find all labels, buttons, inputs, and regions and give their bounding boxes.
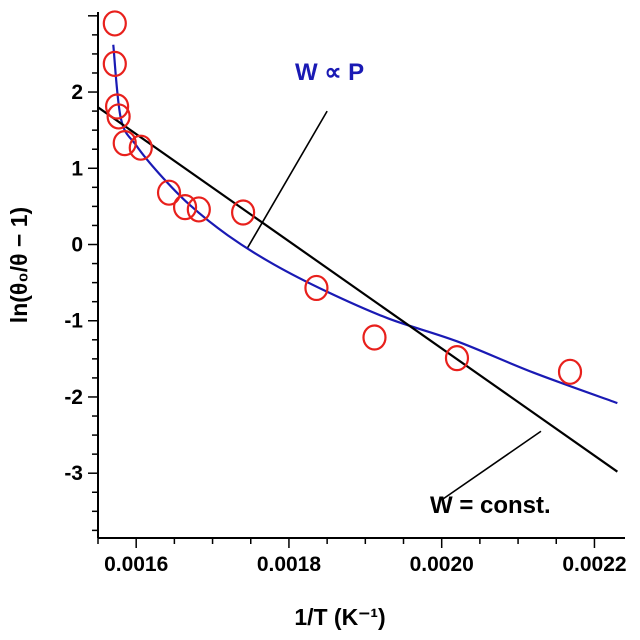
- annotation-layer: W ∝ P W = const.: [247, 59, 551, 519]
- data-point: [186, 196, 211, 223]
- y-tick-label: 1: [71, 157, 83, 180]
- data-point: [104, 93, 130, 120]
- fit-line-w-const: [97, 106, 618, 473]
- y-tick-label: 2: [71, 81, 83, 104]
- data-point: [172, 194, 198, 221]
- annotation-label-w-prop-p: W ∝ P: [295, 59, 364, 86]
- fit-curve-w-prop-p: [112, 44, 618, 405]
- data-point: [128, 134, 153, 161]
- y-axis-title: ln(θ₀/θ − 1): [6, 207, 32, 323]
- y-tick-label: -1: [64, 310, 83, 333]
- y-tick-label: 0: [71, 234, 83, 257]
- data-point: [112, 130, 137, 157]
- x-tick-label: 0.0022: [562, 553, 626, 576]
- annotation-label-w-const: W = const.: [430, 492, 551, 519]
- data-point: [106, 103, 131, 130]
- data-point: [444, 344, 470, 372]
- axes: -3 -2 -1 0 1 2 0.0016 0.0018 0.0020 0.0022: [64, 12, 627, 576]
- data-point: [231, 199, 256, 226]
- x-axis-title: 1/T (K⁻¹): [294, 604, 385, 630]
- data-point: [304, 274, 329, 302]
- x-tick-label: 0.0018: [257, 553, 322, 576]
- data-point: [156, 179, 182, 206]
- data-point: [102, 50, 127, 77]
- x-tick-label: 0.0020: [410, 553, 474, 576]
- y-tick-label: -3: [64, 462, 83, 485]
- data-point: [102, 10, 127, 37]
- annotation-pointer-w-prop-p: [247, 110, 328, 248]
- y-tick-label: -2: [64, 386, 83, 409]
- data-point: [557, 358, 583, 385]
- annotation-pointer-w-const: [441, 430, 542, 501]
- data-point: [362, 324, 387, 351]
- series-layer: [97, 10, 618, 473]
- x-tick-label: 0.0016: [104, 553, 168, 576]
